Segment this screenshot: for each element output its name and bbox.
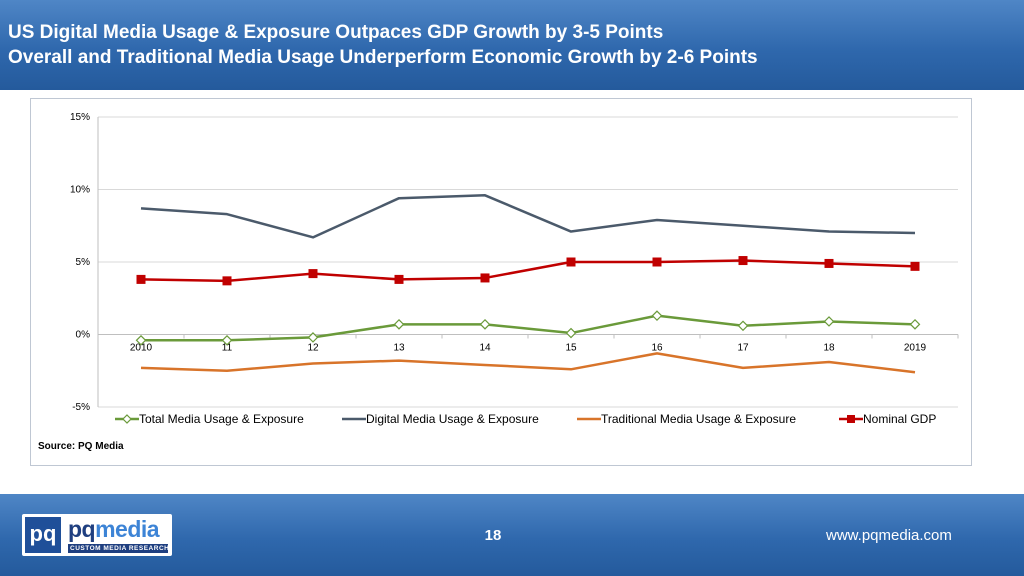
x-tick-label: 2010 (130, 343, 153, 354)
logo-wordmark-b: media (95, 516, 160, 542)
data-point-total (307, 332, 319, 343)
headline-line-2: Overall and Traditional Media Usage Unde… (8, 47, 758, 68)
y-tick-label: 10% (70, 185, 90, 196)
y-tick-label: 0% (76, 330, 91, 341)
data-point-gdp (652, 257, 662, 267)
legend-label-total: Total Media Usage & Exposure (139, 412, 304, 426)
data-point-total (823, 316, 835, 327)
x-tick-label: 15 (565, 343, 577, 354)
chart-frame: 15% 10% 5% 0% -5% 2010 11 12 13 14 15 16 17 18 2019 Tot… (30, 98, 972, 466)
data-point-total (565, 327, 577, 339)
data-point-total (221, 334, 233, 346)
x-tick-label: 17 (737, 343, 749, 354)
data-point-gdp (910, 261, 920, 271)
data-point-total (909, 319, 921, 330)
data-point-gdp (480, 273, 490, 283)
series-line-gdp (140, 259, 916, 283)
data-point-gdp (136, 274, 146, 284)
x-tick-label: 13 (393, 343, 405, 354)
page-number: 18 (484, 527, 502, 544)
legend-marker-total (122, 414, 132, 424)
x-tick-label: 11 (222, 343, 233, 354)
series-line-digital (140, 194, 916, 239)
data-point-gdp (394, 274, 404, 284)
source-note: Source: PQ Media (38, 441, 124, 452)
x-tick-label: 2019 (904, 343, 927, 354)
series-line-total (141, 314, 916, 342)
data-point-total (393, 319, 405, 330)
logo-wordmark-a: pq (68, 516, 96, 542)
headline-line-1: US Digital Media Usage & Exposure Outpac… (8, 22, 664, 43)
legend-label-gdp: Nominal GDP (863, 412, 936, 426)
y-tick-label: 15% (70, 112, 90, 123)
data-point-total (737, 320, 749, 332)
y-tick-label: 5% (76, 257, 91, 268)
data-point-gdp (222, 276, 232, 286)
data-point-total (479, 319, 491, 330)
data-point-gdp (824, 258, 834, 268)
data-point-gdp (308, 269, 318, 279)
data-point-total (135, 334, 147, 346)
legend-label-traditional: Traditional Media Usage & Exposure (601, 412, 796, 426)
x-tick-label: 18 (823, 343, 835, 354)
logo-tagline: CUSTOM MEDIA RESEARCH (68, 544, 170, 553)
x-tick-label: 12 (307, 343, 319, 354)
series-line-traditional (140, 352, 916, 374)
x-tick-label: 16 (651, 343, 663, 354)
legend-marker-gdp (847, 415, 855, 423)
logo-mark: pq (25, 517, 61, 553)
data-point-total (651, 310, 663, 321)
x-tick-label: 14 (479, 343, 491, 354)
pqmedia-logo: pq pqmedia CUSTOM MEDIA RESEARCH (22, 514, 172, 556)
slide-header: US Digital Media Usage & Exposure Outpac… (0, 0, 1024, 90)
legend-label-digital: Digital Media Usage & Exposure (366, 412, 539, 426)
website-link[interactable]: www.pqmedia.com (826, 527, 952, 544)
line-chart: 15% 10% 5% 0% -5% 2010 11 12 13 14 15 16 17 18 2019 Tot… (70, 112, 959, 426)
logo-wordmark: pqmedia (68, 516, 160, 543)
y-tick-label: -5% (72, 402, 90, 413)
data-point-gdp (566, 257, 576, 267)
data-point-gdp (738, 256, 748, 266)
